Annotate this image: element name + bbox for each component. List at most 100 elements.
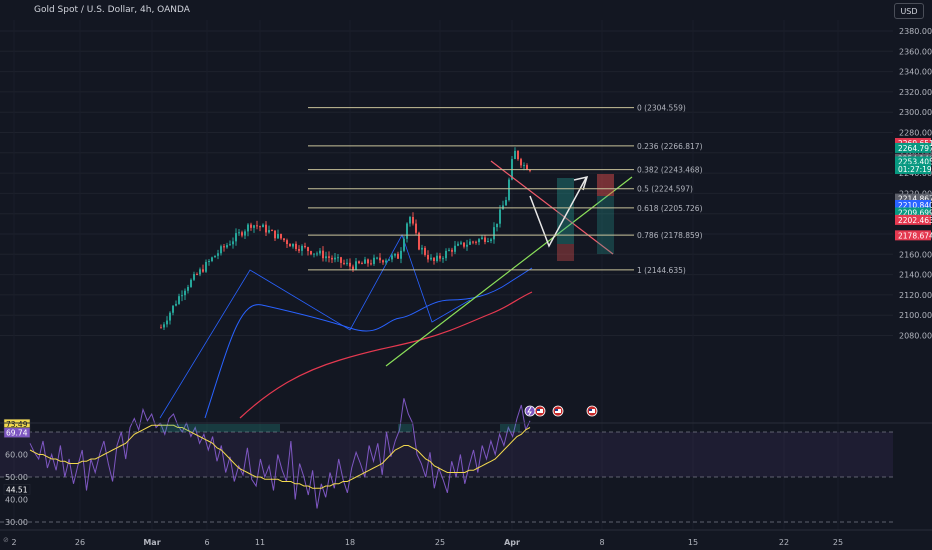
candle-body (373, 257, 375, 264)
candle-body (196, 274, 198, 276)
rsi-tick-label: 50.00 (5, 473, 28, 482)
candle-body (298, 249, 300, 251)
fast-moving-average (204, 267, 533, 419)
projection-arrow (529, 177, 587, 248)
us-flag-event-icon[interactable] (586, 405, 598, 417)
price-tick-label: 2280.000 (899, 129, 932, 138)
candle-body (499, 209, 501, 224)
candle-body (421, 247, 423, 250)
candle-body (160, 327, 162, 329)
candle-body (250, 224, 252, 228)
candle-body (457, 243, 459, 246)
candle-body (193, 274, 195, 280)
candle-body (253, 225, 255, 228)
axes: 2380.000 2360.000 2340.000 2320.000 2300.000… (0, 27, 932, 547)
candle-body (328, 256, 330, 258)
candle-body (313, 253, 315, 255)
candle-body (259, 226, 261, 228)
candle-body (520, 159, 522, 166)
candle-body (271, 230, 273, 232)
price-tick-label: 2380.000 (899, 27, 932, 36)
currency-button[interactable]: USD (894, 3, 924, 19)
candle-body (526, 165, 528, 170)
rsi-band (0, 432, 893, 477)
price-badge-label: 2214.867 (898, 195, 932, 204)
candle-body (301, 245, 303, 251)
candle-body (370, 263, 372, 265)
candle-body (379, 257, 381, 261)
candle-body (346, 262, 348, 264)
candle-body (514, 150, 516, 160)
rsi-badge-label: 69.74 (6, 429, 28, 438)
candle-body (211, 257, 213, 261)
chart-title: Gold Spot / U.S. Dollar, 4h, OANDA (34, 5, 190, 15)
candle-body (283, 238, 285, 241)
candle-body (319, 250, 321, 254)
candle-body (451, 249, 453, 252)
candle-body (391, 255, 393, 260)
candle-body (349, 262, 351, 267)
candle-body (220, 246, 222, 254)
candle-body (343, 262, 345, 264)
candle-body (397, 253, 399, 259)
time-tick-label: 11 (255, 538, 265, 547)
price-tick-label: 2100.000 (899, 311, 932, 320)
fib-level-label: 1 (2144.635) (637, 266, 686, 275)
fibonacci-retracement[interactable]: 0 (2304.559) 0.236 (2266.817) 0.382 (2243.… (308, 104, 703, 275)
price-tick-label: 2260.000 (899, 149, 932, 158)
candle-body (265, 224, 267, 233)
price-tick-label: 2140.000 (899, 271, 932, 280)
candle-body (460, 242, 462, 244)
candle-body (340, 257, 342, 263)
candle-body (316, 253, 318, 255)
candle-body (445, 250, 447, 259)
rsi-tick-label: 40.00 (5, 496, 28, 505)
price-tick-label: 2320.000 (899, 88, 932, 97)
candle-body (427, 254, 429, 260)
price-badge-label: 2210.840 (898, 201, 932, 210)
price-badge-label: 2202.463 (898, 216, 932, 225)
candle-body (364, 259, 366, 264)
candle-body (382, 260, 384, 263)
candle-body (463, 242, 465, 247)
fib-level-label: 0.5 (2224.597) (637, 185, 693, 194)
lightning-event-icon[interactable] (524, 405, 536, 417)
candle-body (361, 263, 363, 265)
us-flag-event-icon[interactable] (552, 405, 564, 417)
candle-body (412, 217, 414, 224)
price-badge (895, 207, 931, 218)
candle-body (424, 247, 426, 255)
candle-body (169, 312, 171, 321)
price-badge-label: 2264.797 (898, 144, 932, 153)
candle-body (226, 245, 228, 248)
candle-body (418, 232, 420, 250)
price-badge (895, 164, 931, 175)
candle-body (376, 257, 378, 259)
price-tick-label: 2300.000 (899, 108, 932, 117)
price-badge (895, 230, 931, 241)
candle-body (358, 261, 360, 264)
candle-body (523, 165, 525, 167)
candle-body (415, 223, 417, 233)
economic-events[interactable] (524, 405, 598, 417)
candle-body (256, 225, 258, 227)
candle-body (322, 250, 324, 259)
time-tick-label: Mar (143, 538, 160, 547)
time-tick-label: 26 (75, 538, 85, 547)
candle-body (172, 305, 174, 313)
candle-body (304, 245, 306, 248)
timezone-icon[interactable]: ⊘ (3, 536, 9, 544)
chart-drawings[interactable] (385, 160, 633, 367)
candle-body (337, 257, 339, 259)
rsi-overbought-fill (398, 424, 412, 432)
candle-body (241, 232, 243, 236)
candle-body (238, 232, 240, 234)
candle-body (292, 243, 294, 247)
candle-body (352, 266, 354, 270)
candle-body (166, 320, 168, 325)
candle-body (175, 303, 177, 306)
short-position-stop (597, 174, 614, 196)
rsi-line (29, 398, 531, 509)
us-flag-event-icon[interactable] (534, 405, 546, 417)
